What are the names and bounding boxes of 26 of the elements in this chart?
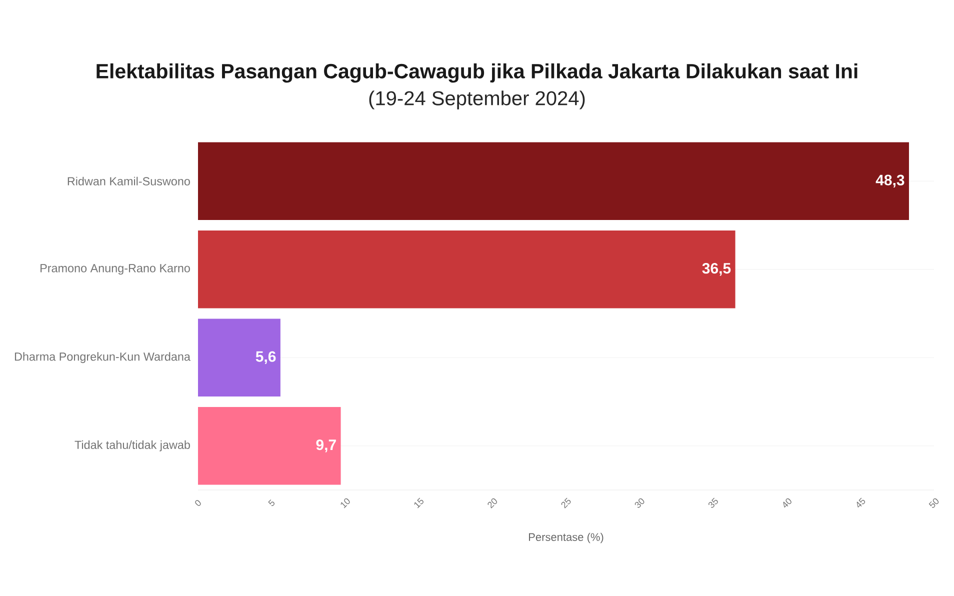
bar [198, 318, 280, 396]
x-tick-label: 15 [414, 498, 424, 508]
x-tick-label: 30 [634, 498, 644, 508]
data-label: 48,3 [876, 174, 904, 188]
data-label: 5,6 [256, 351, 276, 364]
y-tick-label: Pramono Anung-Rano Karno [40, 264, 190, 275]
x-tick-label: 40 [783, 498, 792, 508]
x-tick-label: 0 [195, 500, 201, 506]
bar [198, 142, 909, 220]
chart-title: Elektabilitas Pasangan Cagub-Cawagub jika Pilkada Jakarta Dilakukan saat Ini [96, 63, 858, 83]
x-tick-label: 50 [928, 498, 939, 508]
chart-subtitle: (19-24 September 2024) [369, 90, 585, 110]
y-tick-label: Dharma Pongrekun-Kun Wardana [14, 352, 190, 364]
x-tick-label: 10 [340, 498, 350, 508]
data-label: 36,5 [702, 262, 731, 276]
x-tick-label: 5 [268, 500, 275, 506]
bar [198, 407, 341, 485]
x-axis-title: Persentase (%) [529, 532, 604, 544]
x-tick-label: 20 [488, 498, 498, 508]
x-tick-label: 25 [561, 498, 571, 508]
bar [198, 230, 736, 308]
data-label: 9,7 [316, 439, 336, 452]
x-tick-label: 45 [856, 498, 866, 508]
x-tick-label: 35 [708, 498, 718, 508]
y-tick-label: Ridwan Kamil-Suswono [68, 176, 190, 186]
y-tick-label: Tidak tahu/tidak jawab [74, 440, 190, 452]
